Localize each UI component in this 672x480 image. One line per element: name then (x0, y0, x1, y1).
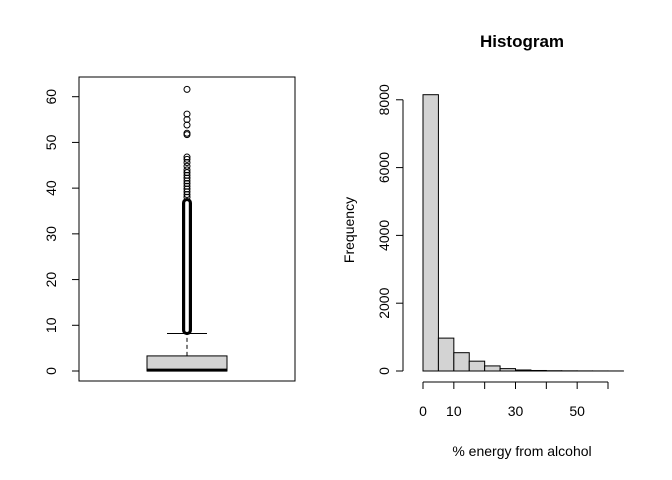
histogram-bar (530, 369, 547, 372)
histogram-bar (437, 337, 455, 372)
histogram-y-label: Frequency (341, 197, 357, 263)
boxplot-outlier (183, 171, 191, 179)
boxplot-panel: 0 10 20 30 40 50 60 (43, 76, 296, 382)
boxplot-outlier (183, 188, 191, 196)
boxplot-y-tick-label: 40 (43, 180, 59, 196)
boxplot-y-tick-label: 10 (43, 317, 59, 333)
histogram-bar (453, 352, 470, 372)
boxplot-outlier (183, 116, 191, 124)
boxplot-outlier (183, 166, 191, 174)
boxplot-outlier (183, 153, 191, 161)
boxplot-y-tick-label: 30 (43, 226, 59, 242)
histogram-panel: Histogram Frequency % energy from alcoho… (341, 32, 624, 459)
histogram-title: Histogram (480, 32, 564, 51)
histogram-bar (468, 360, 486, 372)
boxplot-outlier (183, 155, 191, 163)
boxplot-y-tick-label: 60 (43, 89, 59, 105)
histogram-y-tick-label: 2000 (376, 287, 392, 318)
histogram-x-tick-label: 10 (446, 403, 462, 419)
boxplot-y-tick-label: 20 (43, 272, 59, 288)
histogram-x-axis: 0 10 30 50 (419, 381, 609, 419)
boxplot-outlier (183, 185, 191, 193)
histogram-x-tick-label: 50 (569, 403, 585, 419)
boxplot-y-axis: 0 10 20 30 40 50 60 (43, 89, 80, 375)
histogram-x-tick-label: 30 (508, 403, 524, 419)
histogram-bar (422, 94, 439, 372)
boxplot-outliers (182, 85, 193, 336)
histogram-x-label: % energy from alcohol (452, 443, 591, 459)
histogram-y-tick-label: 0 (376, 367, 392, 375)
boxplot-outlier (183, 177, 191, 185)
histogram-y-tick-label: 6000 (376, 152, 392, 183)
boxplot-y-tick-label: 0 (43, 367, 59, 375)
boxplot-y-tick-label: 50 (43, 134, 59, 150)
histogram-y-tick-label: 4000 (376, 220, 392, 251)
histogram-x-tick-label: 0 (419, 403, 427, 419)
boxplot-body (146, 333, 228, 372)
boxplot-outlier (183, 191, 191, 199)
histogram-bars (422, 94, 624, 372)
histogram-y-tick-label: 8000 (376, 84, 392, 115)
histogram-bar (515, 369, 532, 372)
boxplot-outlier (183, 159, 191, 167)
histogram-bar (499, 368, 517, 372)
boxplot-outlier (183, 121, 191, 129)
boxplot-outlier (183, 174, 191, 182)
histogram-y-axis: 0 2000 4000 6000 8000 (376, 84, 404, 375)
boxplot-outlier (183, 110, 191, 118)
boxplot-outlier-cluster (182, 197, 193, 336)
boxplot-outlier (183, 180, 191, 188)
boxplot-outlier (183, 182, 191, 190)
boxplot-outlier (183, 129, 191, 137)
boxplot-outlier (183, 162, 191, 170)
boxplot-outlier (183, 193, 191, 201)
boxplot-outlier (183, 85, 191, 93)
histogram-bar (484, 365, 501, 372)
